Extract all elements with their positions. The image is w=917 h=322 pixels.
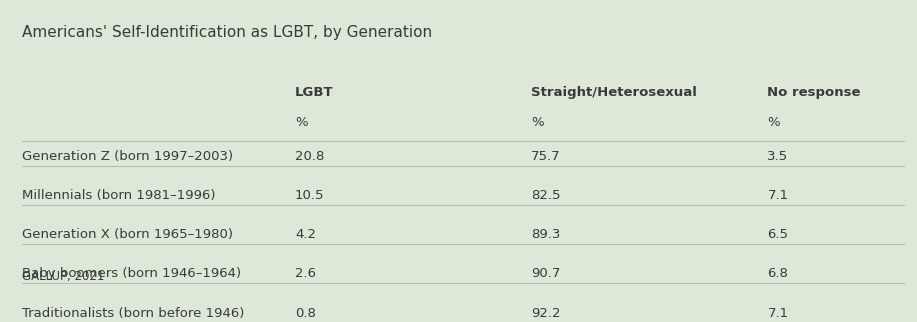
Text: 7.1: 7.1 [768,189,789,202]
Text: GALLUP, 2021: GALLUP, 2021 [22,270,105,283]
Text: 3.5: 3.5 [768,149,789,163]
Text: 6.8: 6.8 [768,267,789,280]
Text: 20.8: 20.8 [295,149,325,163]
Text: 89.3: 89.3 [531,228,560,241]
Text: Traditionalists (born before 1946): Traditionalists (born before 1946) [22,307,245,319]
Text: LGBT: LGBT [295,86,334,99]
Text: 82.5: 82.5 [531,189,560,202]
Text: Straight/Heterosexual: Straight/Heterosexual [531,86,697,99]
Text: Generation Z (born 1997–2003): Generation Z (born 1997–2003) [22,149,234,163]
Text: 4.2: 4.2 [295,228,316,241]
Text: %: % [295,116,307,129]
Text: 10.5: 10.5 [295,189,325,202]
Text: Millennials (born 1981–1996): Millennials (born 1981–1996) [22,189,215,202]
Text: 6.5: 6.5 [768,228,789,241]
Text: 75.7: 75.7 [531,149,561,163]
Text: 0.8: 0.8 [295,307,315,319]
Text: %: % [768,116,780,129]
Text: Generation X (born 1965–1980): Generation X (born 1965–1980) [22,228,233,241]
Text: %: % [531,116,544,129]
Text: No response: No response [768,86,861,99]
Text: 7.1: 7.1 [768,307,789,319]
Text: 2.6: 2.6 [295,267,316,280]
Text: Americans' Self-Identification as LGBT, by Generation: Americans' Self-Identification as LGBT, … [22,24,433,40]
Text: 90.7: 90.7 [531,267,560,280]
Text: Baby boomers (born 1946–1964): Baby boomers (born 1946–1964) [22,267,241,280]
Text: 92.2: 92.2 [531,307,560,319]
